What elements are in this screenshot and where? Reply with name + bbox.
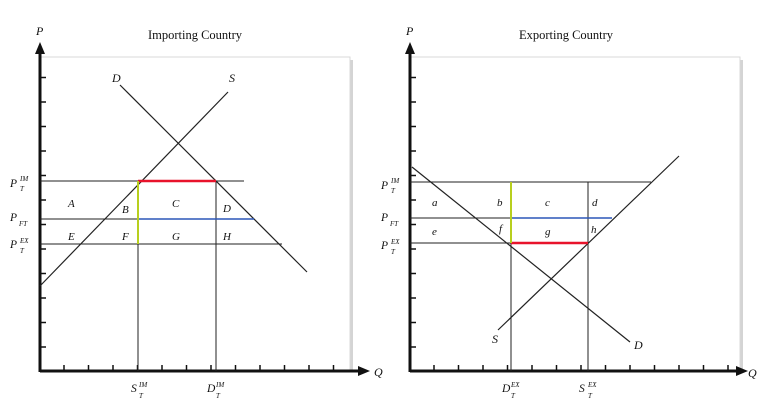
panel-frame (39, 56, 351, 372)
importing-panel: Importing Country P D S A B C D E F G H (9, 24, 370, 400)
svg-text:D: D (206, 383, 216, 395)
area-label-c: c (545, 197, 550, 209)
svg-text:EX: EX (587, 381, 597, 389)
qty-label-demand: D IM T (206, 381, 225, 400)
svg-text:T: T (588, 392, 593, 400)
area-label-b: b (497, 197, 503, 209)
svg-text:IM: IM (215, 381, 225, 389)
area-label-d: d (592, 197, 598, 209)
qty-label-supply: S EX T (579, 381, 597, 400)
axis-ticks (40, 76, 335, 371)
area-label-f: f (499, 223, 504, 235)
qty-label-supply: S IM T (131, 381, 148, 400)
area-label-g: g (545, 226, 551, 238)
svg-text:T: T (20, 185, 25, 193)
svg-text:T: T (216, 392, 221, 400)
area-label-c: C (172, 198, 180, 210)
svg-text:FT: FT (389, 220, 399, 228)
area-label-d: D (222, 203, 231, 215)
svg-text:EX: EX (510, 381, 520, 389)
price-label-import: P IM T (380, 177, 400, 195)
svg-text:IM: IM (390, 177, 400, 185)
exporting-panel: Exporting Country P Q D S a b c d e f g … (380, 24, 757, 400)
svg-text:P: P (380, 180, 388, 192)
y-axis-arrow (35, 42, 45, 54)
svg-text:P: P (9, 212, 17, 224)
panel-title: Importing Country (148, 28, 243, 42)
svg-text:IM: IM (138, 381, 148, 389)
demand-curve (119, 84, 308, 273)
y-axis-label: P (35, 24, 44, 38)
svg-text:P: P (380, 212, 388, 224)
supply-label: S (229, 71, 235, 85)
qty-label-demand: D EX T (501, 381, 520, 400)
area-label-f: F (121, 231, 129, 243)
demand-label: D (633, 338, 643, 352)
svg-text:D: D (501, 383, 511, 395)
area-label-e: E (67, 231, 75, 243)
svg-text:EX: EX (390, 238, 400, 246)
svg-text:IM: IM (19, 175, 29, 183)
area-label-b: B (122, 204, 129, 216)
svg-text:T: T (391, 187, 396, 195)
svg-text:FT: FT (18, 220, 28, 228)
svg-text:P: P (9, 239, 17, 251)
x-axis-arrow (736, 366, 748, 376)
price-label-export: P EX T (9, 237, 29, 255)
area-label-e: e (432, 226, 437, 238)
svg-text:T: T (511, 392, 516, 400)
x-axis-label: Q (748, 366, 757, 380)
area-label-h: h (591, 224, 597, 236)
supply-curve (39, 91, 229, 287)
x-axis-arrow (358, 366, 370, 376)
svg-text:T: T (391, 248, 396, 256)
y-axis-label: P (405, 24, 414, 38)
area-label-h: H (222, 231, 232, 243)
svg-text:S: S (579, 383, 585, 395)
importing-x-axis-label: Q (374, 365, 383, 379)
area-label-a: A (67, 198, 75, 210)
demand-label: D (111, 71, 121, 85)
price-label-import: P IM T (9, 175, 29, 193)
price-label-freetrade: P FT (380, 212, 399, 228)
demand-curve (411, 166, 631, 343)
price-label-export: P EX T (380, 238, 400, 256)
supply-label: S (492, 332, 498, 346)
panel-title: Exporting Country (519, 28, 614, 42)
axis-ticks (410, 76, 729, 371)
svg-text:T: T (139, 392, 144, 400)
area-label-a: a (432, 197, 438, 209)
panel-frame (409, 56, 741, 372)
svg-text:P: P (9, 178, 17, 190)
svg-text:EX: EX (19, 237, 29, 245)
svg-text:P: P (380, 240, 388, 252)
area-label-g: G (172, 231, 180, 243)
y-axis-arrow (405, 42, 415, 54)
price-label-freetrade: P FT (9, 212, 28, 228)
svg-text:S: S (131, 383, 137, 395)
svg-text:T: T (20, 247, 25, 255)
